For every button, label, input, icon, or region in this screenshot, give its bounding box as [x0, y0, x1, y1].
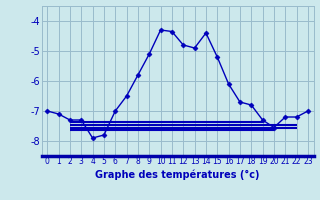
X-axis label: Graphe des températures (°c): Graphe des températures (°c) [95, 169, 260, 180]
